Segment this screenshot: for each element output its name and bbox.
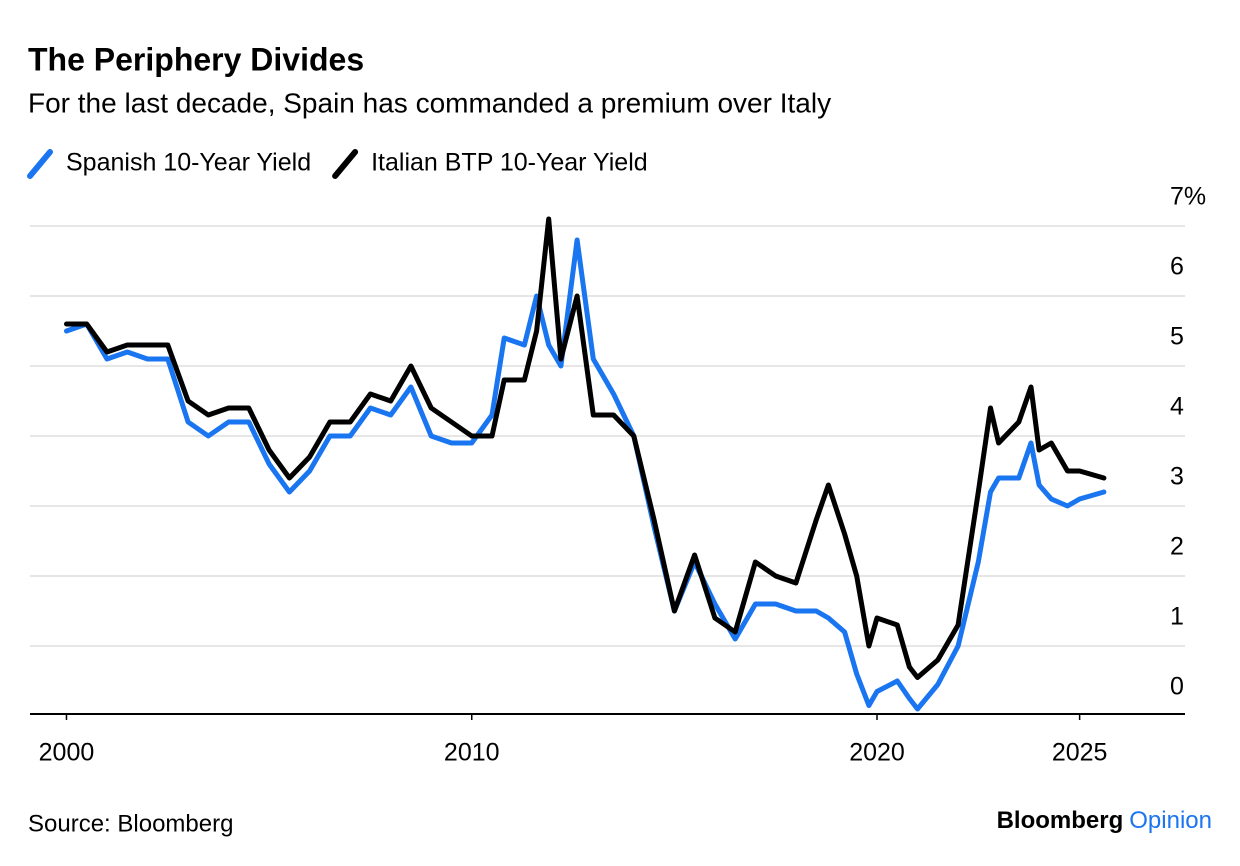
y-tick-label: 7% xyxy=(1170,183,1206,211)
y-tick-label: 1 xyxy=(1170,603,1184,631)
x-tick-label: 2000 xyxy=(39,739,95,767)
y-tick-label: 4 xyxy=(1170,393,1184,421)
series-line xyxy=(64,216,1107,680)
chart-subtitle: For the last decade, Spain has commanded… xyxy=(28,87,831,118)
y-tick-label: 5 xyxy=(1170,323,1184,351)
chart-title: The Periphery Divides xyxy=(28,41,364,77)
legend-swatch xyxy=(27,149,53,179)
y-tick-label: 6 xyxy=(1170,253,1184,281)
y-tick-label: 2 xyxy=(1170,533,1184,561)
series-line xyxy=(64,237,1107,712)
x-tick-label: 2025 xyxy=(1052,739,1108,767)
y-tick-label: 3 xyxy=(1170,463,1184,491)
x-tick-label: 2010 xyxy=(444,739,500,767)
legend-label: Spanish 10-Year Yield xyxy=(66,149,311,177)
legend-swatch xyxy=(332,149,359,179)
y-tick-label: 0 xyxy=(1170,673,1184,701)
x-tick-label: 2020 xyxy=(849,739,905,767)
brand-section: Opinion xyxy=(1129,807,1212,834)
legend-label: Italian BTP 10-Year Yield xyxy=(371,149,648,177)
brand: Bloomberg Opinion xyxy=(997,807,1212,834)
brand-name: Bloomberg xyxy=(997,807,1124,834)
source: Source: Bloomberg xyxy=(28,810,233,837)
